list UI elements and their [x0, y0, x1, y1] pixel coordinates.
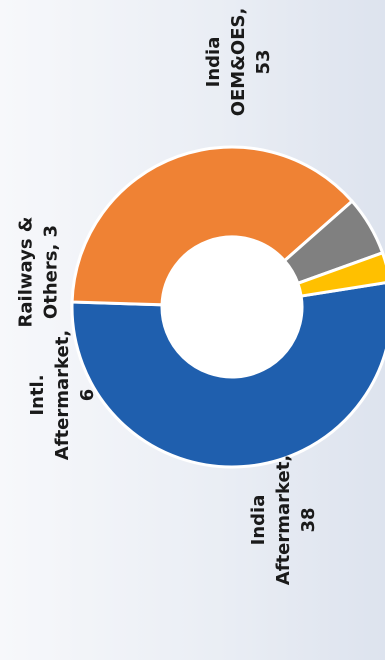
data-label-india-oem-oes: India OEM&OES, 53: [203, 8, 274, 117]
slice-railways-others: [295, 250, 385, 298]
data-label-india-aftermarket: India Aftermarket, 38: [248, 455, 319, 585]
donut-hole: [163, 238, 301, 376]
data-label-railways-others: Railways & Others, 3: [16, 217, 62, 328]
slice-india-aftermarket: [70, 145, 355, 307]
data-label-intl-aftermarket: Intl. Aftermarket, 6: [27, 330, 98, 460]
slice-india-oem-oes: [70, 281, 385, 469]
